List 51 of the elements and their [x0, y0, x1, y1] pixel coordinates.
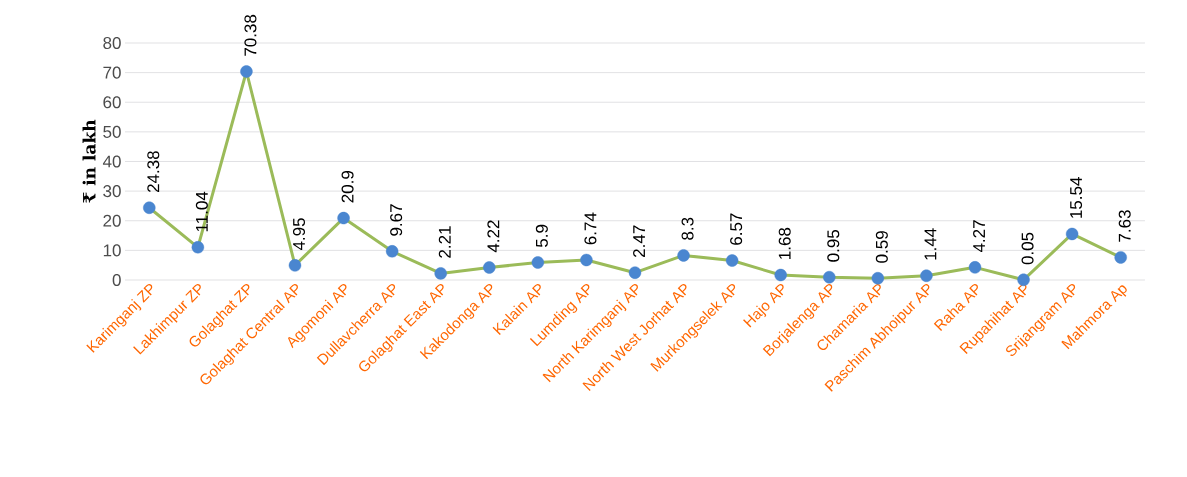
- data-label: 9.67: [390, 204, 403, 236]
- point: [191, 241, 205, 254]
- point: [337, 211, 350, 225]
- point: [240, 65, 253, 78]
- data-label: 1.68: [778, 227, 791, 259]
- point: [483, 261, 496, 274]
- point: [531, 256, 545, 269]
- data-label: 4.22: [487, 220, 500, 253]
- point: [920, 269, 933, 282]
- point: [725, 254, 739, 267]
- point: [823, 270, 836, 284]
- data-label: 70.38: [244, 14, 257, 56]
- point: [968, 261, 982, 274]
- data-label: 6.57: [730, 213, 743, 245]
- point: [434, 267, 447, 280]
- point: [288, 259, 302, 272]
- data-label: 7.63: [1118, 210, 1131, 242]
- point: [580, 253, 593, 267]
- y-tick-label: 0: [112, 273, 121, 287]
- y-tick-label: 40: [102, 155, 121, 168]
- data-label: 1.44: [924, 228, 937, 260]
- y-tick-label: 80: [103, 36, 121, 50]
- y-tick-label: 50: [103, 125, 121, 138]
- point: [677, 249, 690, 262]
- data-label: 2.21: [438, 226, 451, 258]
- point: [871, 272, 885, 285]
- data-label: 24.38: [147, 151, 160, 193]
- data-label: 0.05: [1021, 232, 1034, 265]
- data-label: 4.27: [973, 220, 985, 253]
- data-label: 20.9: [341, 170, 354, 203]
- data-label: 0.59: [875, 231, 888, 263]
- y-tick-label: 10: [103, 244, 121, 257]
- point: [143, 201, 156, 214]
- data-label: 15.54: [1070, 177, 1083, 218]
- data-label: 8.3: [681, 217, 694, 240]
- point: [1114, 251, 1127, 264]
- point: [385, 245, 399, 258]
- y-tick-label: 30: [103, 185, 121, 198]
- y-tick-label: 20: [103, 214, 121, 227]
- y-axis-title: ₹ in lakh: [82, 119, 96, 203]
- data-label: 2.47: [633, 225, 645, 257]
- y-tick-label: 60: [103, 96, 121, 109]
- point: [774, 268, 787, 282]
- data-label: 11.04: [195, 191, 208, 232]
- data-label: 4.95: [292, 218, 306, 251]
- data-label: 0.95: [827, 229, 840, 262]
- point: [1065, 227, 1079, 241]
- y-tick-label: 70: [103, 66, 121, 79]
- data-label: 6.74: [584, 212, 597, 245]
- point: [628, 266, 642, 279]
- data-label: 5.9: [535, 224, 548, 248]
